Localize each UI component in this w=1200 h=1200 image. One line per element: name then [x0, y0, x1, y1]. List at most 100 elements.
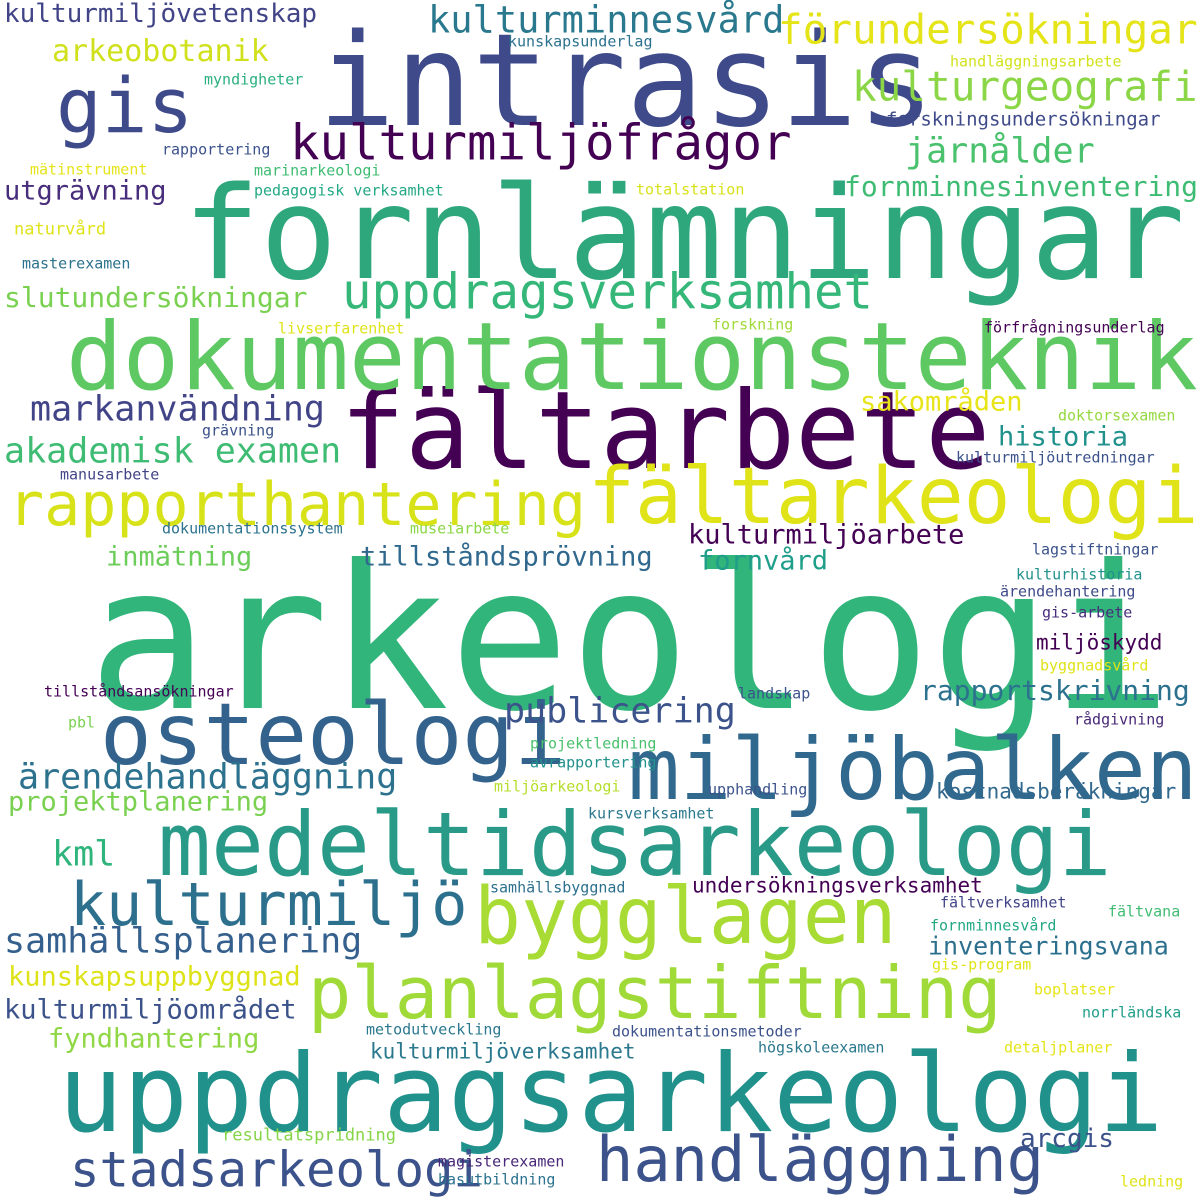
- word-kunskapsuppbyggnad: kunskapsuppbyggnad: [8, 961, 301, 993]
- word-arkeologi: arkeologi: [88, 523, 1172, 756]
- word-fornminnesvard: fornminnesvård: [930, 916, 1057, 935]
- word-resultatspridning: resultatspridning: [222, 1125, 396, 1146]
- word-markanvandning: markanvändning: [30, 389, 326, 430]
- word-sakomraden: sakområden: [860, 386, 1023, 418]
- word-kulturmiljoomradet: kulturmiljöområdet: [4, 994, 297, 1026]
- word-marinarkeologi: marinarkeologi: [254, 161, 381, 180]
- word-projektledning: projektledning: [530, 734, 657, 753]
- word-fornminnesinventering: fornminnesinventering: [844, 170, 1199, 203]
- word-ledning: ledning: [1120, 1172, 1184, 1191]
- word-masterexamen: masterexamen: [22, 254, 131, 273]
- word-dokumentationsteknik: dokumentationsteknik: [66, 303, 1198, 412]
- word-kulturmiljoutredningar: kulturmiljöutredningar: [956, 448, 1155, 467]
- word-kulturmiljo: kulturmiljö: [70, 870, 468, 940]
- word-tillstandsprovning: tillståndsprövning: [360, 541, 653, 573]
- word-faltverksamhet: fältverksamhet: [940, 893, 1067, 912]
- word-boplatser: boplatser: [1034, 980, 1116, 999]
- word-arkeobotanik: arkeobotanik: [52, 34, 269, 69]
- word-detaljplaner: detaljplaner: [1004, 1038, 1113, 1057]
- word-faltarbete: fältarbete: [340, 369, 991, 494]
- word-faltarkeologi: fältarkeologi: [588, 452, 1199, 542]
- word-handlaggningsarbete: handläggningsarbete: [950, 52, 1122, 71]
- word-uppdragsverksamhet: uppdragsverksamhet: [342, 263, 874, 321]
- word-livserfarenhet: livserfarenhet: [278, 319, 405, 338]
- word-myndigheter: myndigheter: [204, 70, 304, 89]
- word-intrasis: intrasis: [318, 7, 935, 156]
- word-projektplanering: projektplanering: [8, 786, 269, 818]
- word-pedagogisk-verksamhet: pedagogisk verksamhet: [254, 181, 444, 200]
- word-tillstandsansokningar: tillståndsansökningar: [44, 682, 234, 701]
- word-undersokningsverksamhet: undersökningsverksamhet: [692, 873, 983, 898]
- word-gis-program: gis-program: [932, 955, 1032, 974]
- word-radgivning: rådgivning: [1074, 710, 1165, 729]
- word-byggnadsvard: byggnadsvård: [1040, 656, 1149, 675]
- word-arendehantering: ärendehantering: [1000, 582, 1136, 601]
- word-arendehandlaggning: ärendehandläggning: [18, 757, 398, 798]
- word-kostnadsberakningar: kostnadsberäkningar: [936, 779, 1177, 804]
- word-gravning: grävning: [202, 421, 275, 440]
- word-basutbildning: basutbildning: [438, 1170, 556, 1189]
- word-dokumentationssystem: dokumentationssystem: [162, 519, 343, 538]
- word-totalstation: totalstation: [636, 180, 745, 199]
- word-kulturhistoria: kulturhistoria: [1016, 565, 1143, 584]
- word-manusarbete: manusarbete: [60, 465, 160, 484]
- word-forskningsundersokningar: forskningsundersökningar: [886, 108, 1161, 131]
- word-uppdragsarkeologi: uppdragsarkeologi: [58, 1032, 1164, 1157]
- word-stadsarkeologi: stadsarkeologi: [70, 1141, 484, 1199]
- word-matinstrument: mätinstrument: [30, 160, 148, 179]
- word-kml: kml: [52, 834, 116, 875]
- word-kulturmiljovetenskap: kulturmiljövetenskap: [4, 0, 318, 29]
- word-museiarbete: museiarbete: [410, 519, 510, 538]
- word-samhallsplanering: samhällsplanering: [4, 921, 363, 962]
- word-inmatning: inmätning: [106, 541, 253, 573]
- word-fornlamningar: fornlämningar: [183, 160, 1185, 309]
- word-kursverksamhet: kursverksamhet: [588, 804, 715, 823]
- word-lagstiftningar: lagstiftningar: [1032, 540, 1159, 559]
- word-kulturmiljoarbete: kulturmiljöarbete: [688, 519, 965, 551]
- word-osteologi: osteologi: [100, 685, 566, 785]
- word-kulturmiljoverksamhet: kulturmiljöverksamhet: [370, 1039, 636, 1064]
- word-publicering: publicering: [504, 691, 736, 732]
- word-naturvard: naturvård: [14, 219, 107, 240]
- word-kulturmiljofragor: kulturmiljöfrågor: [290, 114, 792, 172]
- word-utgravning: utgrävning: [4, 175, 167, 207]
- word-kunskapsunderlag: kunskapsunderlag: [508, 32, 653, 51]
- word-avrapportering: avrapportering: [530, 753, 657, 772]
- word-fornvard: fornvård: [698, 545, 829, 577]
- word-slutundersokningar: slutundersökningar: [4, 281, 308, 314]
- word-bygglagen: bygglagen: [474, 872, 897, 962]
- word-metodutveckling: metodutveckling: [366, 1020, 502, 1039]
- word-upphandling: upphandling: [708, 780, 808, 799]
- word-forundersokningar: förundersökningar: [778, 5, 1198, 54]
- word-rapportskrivning: rapportskrivning: [920, 674, 1190, 707]
- word-rapportering: rapportering: [162, 140, 271, 159]
- word-norrlandska: norrländska: [1082, 1003, 1182, 1022]
- word-gis: gis: [56, 61, 194, 150]
- word-kulturgeografi: kulturgeografi: [852, 62, 1198, 111]
- word-dokumentationsmetoder: dokumentationsmetoder: [612, 1022, 802, 1041]
- word-kulturminnesvard: kulturminnesvård: [428, 0, 785, 41]
- word-akademisk-examen: akademisk examen: [4, 431, 342, 472]
- word-arcgis: arcgis: [1020, 1124, 1114, 1154]
- word-planlagstiftning: planlagstiftning: [308, 951, 1002, 1035]
- word-forskning: forskning: [712, 315, 794, 334]
- word-miljoarkeologi: miljöarkeologi: [494, 777, 621, 796]
- word-samhallsbyggnad: samhällsbyggnad: [490, 878, 626, 897]
- word-pbl: pbl: [68, 713, 96, 732]
- word-rapporthantering: rapporthantering: [8, 470, 586, 540]
- word-gis-arbete: gis-arbete: [1042, 603, 1133, 622]
- word-miljoskydd: miljöskydd: [1036, 630, 1163, 655]
- word-handlaggning: handläggning: [596, 1123, 1044, 1196]
- word-magisterexamen: magisterexamen: [438, 1152, 565, 1171]
- word-jarnalder: järnålder: [905, 131, 1095, 172]
- word-doktorsexamen: doktorsexamen: [1058, 406, 1176, 425]
- word-historia: historia: [998, 421, 1129, 453]
- word-inventeringsvana: inventeringsvana: [928, 931, 1169, 961]
- word-fyndhantering: fyndhantering: [48, 1023, 260, 1055]
- word-hogskoleexamen: högskoleexamen: [758, 1038, 885, 1057]
- word-landskap: landskap: [738, 684, 811, 703]
- word-forfragningsunderlag: förfrågningsunderlag: [984, 318, 1165, 337]
- word-miljobalken: miljöbalken: [628, 720, 1198, 820]
- word-medeltidsarkeologi: medeltidsarkeologi: [158, 793, 1112, 896]
